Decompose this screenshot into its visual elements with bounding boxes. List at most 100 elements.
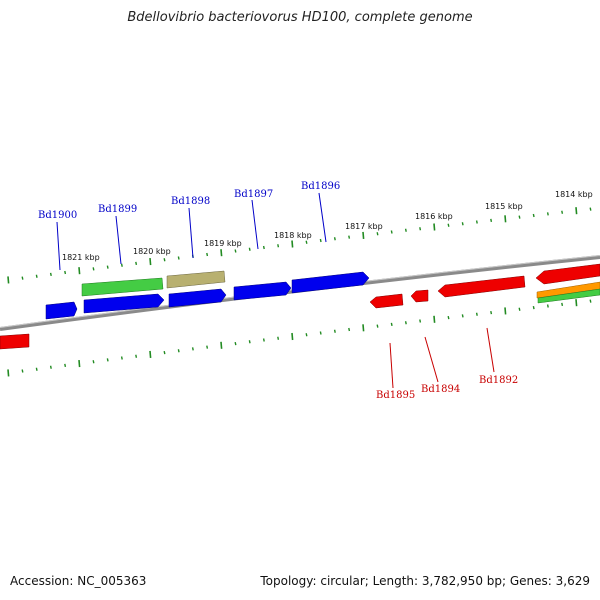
lower-tick (64, 363, 67, 368)
upper-tick (49, 272, 52, 277)
upper-tick-track (7, 207, 592, 284)
feature-green-bd1899[interactable] (81, 277, 164, 297)
lower-tick (376, 324, 379, 328)
gene-bd1895[interactable] (369, 293, 404, 309)
leader-bd1895 (389, 342, 394, 389)
lower-tick-track (7, 299, 592, 377)
upper-tick (504, 215, 507, 223)
feature-olive-bd1898[interactable] (166, 270, 226, 289)
feature-track-upper (81, 270, 226, 297)
lower-tick (78, 360, 81, 368)
upper-tick (21, 276, 24, 280)
lower-tick (106, 358, 109, 362)
upper-tick (390, 230, 393, 234)
leader-bd1896 (318, 192, 327, 243)
upper-tick (589, 207, 592, 211)
kbp-label-1816: 1816 kbp (415, 212, 453, 221)
lower-tick (177, 349, 180, 353)
upper-tick (362, 231, 365, 239)
gene-bd1899-blue[interactable] (83, 293, 165, 314)
lower-tick (518, 307, 521, 311)
upper-tick (518, 215, 521, 219)
leader-bd1894 (424, 336, 439, 383)
lower-tick (419, 319, 422, 323)
upper-tick (333, 237, 336, 241)
upper-tick (234, 249, 237, 253)
upper-tick (348, 235, 351, 239)
upper-tick (277, 244, 280, 248)
lower-tick (305, 333, 308, 337)
upper-tick (248, 247, 251, 251)
leader-bd1899 (115, 215, 122, 265)
gene-bd1892[interactable] (437, 275, 526, 298)
gene-label-bd1895[interactable]: Bd1895 (376, 390, 415, 401)
lower-tick (248, 340, 251, 344)
gene-label-bd1896[interactable]: Bd1896 (301, 181, 340, 192)
upper-tick (78, 267, 81, 275)
lower-tick (546, 304, 549, 308)
upper-tick (461, 222, 464, 226)
gene-bd1898-blue[interactable] (168, 288, 227, 308)
lower-tick (348, 327, 351, 332)
lower-tick (35, 367, 38, 371)
accession-label: Accession: NC_005363 (10, 574, 147, 588)
gene-left-red[interactable] (0, 333, 30, 350)
upper-tick (305, 240, 308, 244)
upper-tick (120, 263, 123, 267)
upper-tick (262, 245, 265, 250)
feature-orange[interactable] (536, 281, 600, 299)
lower-tick (404, 321, 407, 325)
lower-tick (475, 312, 478, 316)
upper-tick (447, 223, 450, 227)
gene-label-bd1900[interactable]: Bd1900 (38, 210, 77, 221)
lower-tick (433, 315, 436, 323)
lower-tick (575, 299, 578, 307)
upper-tick (376, 232, 379, 236)
lower-tick (447, 315, 450, 320)
gene-bd1896[interactable] (291, 271, 370, 294)
upper-tick (163, 258, 166, 262)
lower-tick (149, 350, 152, 358)
lower-tick (120, 356, 123, 360)
lower-tick (532, 305, 535, 310)
lower-tick (319, 331, 322, 335)
gene-right-red[interactable] (535, 263, 600, 285)
gene-label-bd1892[interactable]: Bd1892 (479, 375, 518, 386)
kbp-label-1814: 1814 kbp (555, 190, 593, 199)
gene-label-bd1897[interactable]: Bd1897 (234, 189, 273, 200)
lower-tick (7, 369, 10, 377)
lower-tick (561, 302, 564, 307)
kbp-label-1819: 1819 kbp (204, 239, 242, 248)
genome-summary: Topology: circular; Length: 3,782,950 bp… (260, 574, 590, 588)
feature-green-lower[interactable] (537, 288, 600, 304)
kbp-label-1815: 1815 kbp (485, 202, 523, 211)
leader-bd1900 (56, 221, 61, 271)
lower-tick (49, 365, 52, 369)
leader-bd1892 (486, 327, 495, 373)
upper-tick (35, 274, 38, 278)
lower-tick (206, 345, 209, 349)
gene-label-bd1899[interactable]: Bd1899 (98, 204, 137, 215)
upper-tick (561, 210, 564, 214)
upper-tick (319, 238, 322, 243)
map-title: Bdellovibrio bacteriovorus HD100, comple… (127, 10, 473, 25)
lower-tick (262, 338, 265, 342)
upper-tick (135, 261, 138, 266)
upper-tick (149, 258, 152, 266)
gene-bd1897[interactable] (233, 281, 292, 301)
label-leaders (56, 192, 495, 389)
leader-bd1898 (188, 207, 194, 259)
upper-tick (206, 252, 209, 257)
lower-tick (21, 369, 24, 373)
lower-tick (333, 329, 336, 333)
gene-bd1894[interactable] (410, 289, 429, 303)
leader-bd1897 (251, 199, 259, 250)
gene-label-bd1894[interactable]: Bd1894 (421, 384, 460, 395)
lower-tick (504, 307, 507, 315)
kbp-label-1817: 1817 kbp (345, 222, 383, 231)
lower-tick (191, 347, 194, 351)
gene-label-bd1898[interactable]: Bd1898 (171, 196, 210, 207)
lower-tick (220, 341, 223, 349)
gene-bd1900[interactable] (45, 301, 78, 320)
